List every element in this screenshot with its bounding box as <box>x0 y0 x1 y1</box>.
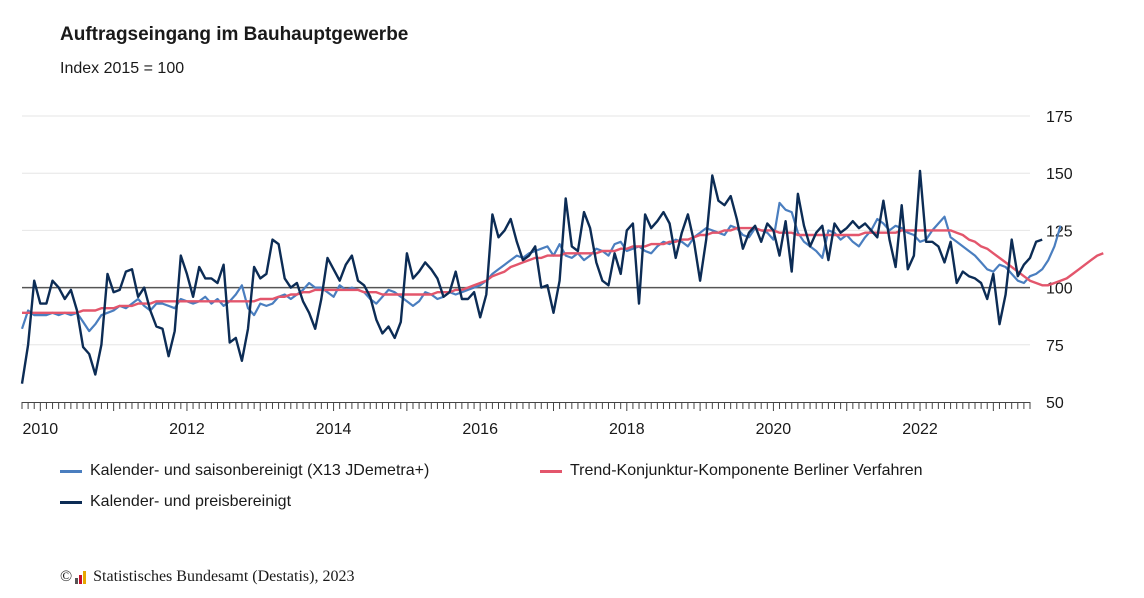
series-lines <box>20 169 1104 384</box>
copyright-symbol: © <box>60 568 73 585</box>
x-tick-label: 2018 <box>609 421 645 438</box>
x-tick-label: 2010 <box>23 421 59 438</box>
x-tick-label: 2022 <box>902 421 938 438</box>
legend-label-price: Kalender- und preisbereinigt <box>90 493 292 510</box>
y-tick-label: 175 <box>1046 109 1073 126</box>
y-tick-label: 50 <box>1046 395 1064 412</box>
x-axis: 2010 2012 2014 2016 2018 2020 2022 <box>21 402 1031 438</box>
footer-credit: © Statistisches Bundesamt (Destatis), 20… <box>60 568 354 586</box>
x-tick-label: 2012 <box>169 421 205 438</box>
legend-item-trend: Trend-Konjunktur-Komponente Berliner Ver… <box>540 462 923 480</box>
x-tick-label: 2020 <box>756 421 792 438</box>
legend-label-seasonal: Kalender- und saisonbereinigt (X13 JDeme… <box>90 462 430 479</box>
y-tick-label: 100 <box>1046 281 1073 298</box>
destatis-logo-icon <box>75 570 87 584</box>
legend-item-price: Kalender- und preisbereinigt <box>60 493 291 511</box>
legend-swatch-trend <box>540 469 562 473</box>
legend-label-trend: Trend-Konjunktur-Komponente Berliner Ver… <box>570 462 923 479</box>
legend-item-seasonal: Kalender- und saisonbereinigt (X13 JDeme… <box>60 462 429 480</box>
legend-swatch-price <box>60 500 82 504</box>
x-tick-label: 2016 <box>462 421 498 438</box>
y-tick-label: 150 <box>1046 166 1073 183</box>
grid-lines <box>22 115 1030 346</box>
legend-swatch-seasonal <box>60 469 82 473</box>
chart-title: Auftragseingang im Bauhauptgewerbe <box>60 24 409 45</box>
series-line-seasonal <box>20 201 1062 333</box>
footer-text: Statistisches Bundesamt (Destatis), 2023 <box>93 568 355 585</box>
x-tick-label: 2014 <box>316 421 352 438</box>
series-line-price <box>20 169 1043 384</box>
y-tick-label: 75 <box>1046 338 1064 355</box>
chart-subtitle: Index 2015 = 100 <box>60 60 185 77</box>
